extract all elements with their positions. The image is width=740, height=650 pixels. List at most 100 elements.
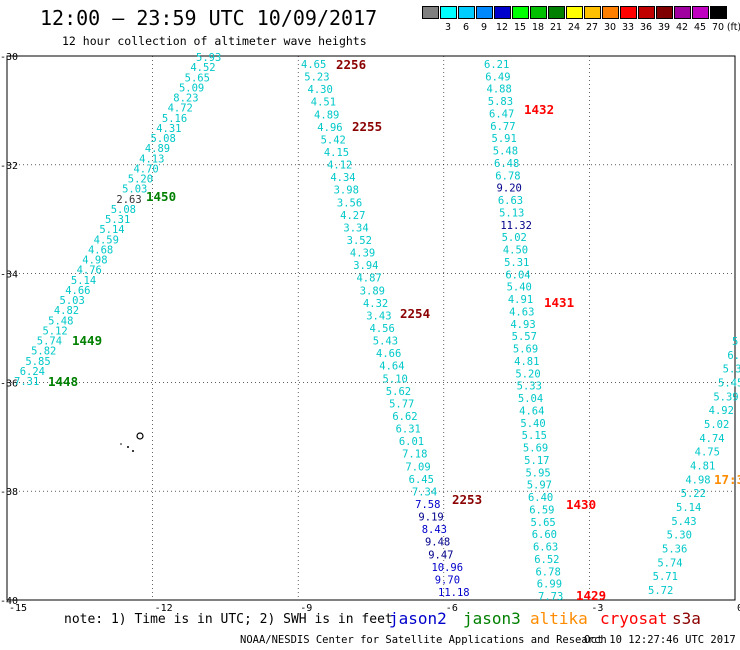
track4-value: 5.45 (718, 378, 740, 390)
island-marks (120, 432, 144, 452)
track2-value: 4.39 (350, 248, 375, 260)
track4-value: 5.22 (681, 488, 706, 500)
track2-value: 6.01 (399, 436, 424, 448)
lat-tick-label: -32 (0, 161, 18, 172)
track3-value: 6.77 (490, 121, 515, 133)
scale-swatch (710, 6, 727, 19)
credit-text: NOAA/NESDIS Center for Satellite Applica… (240, 634, 607, 646)
scale-swatch (458, 6, 475, 19)
track3-value: 5.48 (493, 146, 518, 158)
track2-value: 6.62 (392, 411, 417, 423)
track3-value: 5.97 (527, 480, 552, 492)
track2-value: 5.62 (386, 386, 411, 398)
track2-value: 4.87 (356, 273, 381, 285)
track3-value: 5.31 (504, 257, 529, 269)
track1-value: 4.72 (168, 103, 193, 115)
scale-swatch (548, 6, 565, 19)
track3-value: 5.95 (525, 467, 550, 479)
track2-value: 6.45 (409, 474, 434, 486)
scale-label: 15 (513, 22, 527, 33)
track2-value: 9.48 (425, 537, 450, 549)
track1-value: 6.24 (20, 366, 45, 378)
island-dot (127, 446, 129, 448)
track1-value: 4.82 (54, 305, 79, 317)
track1-value: 5.08 (151, 133, 176, 145)
lat-tick-label: -36 (0, 378, 18, 389)
satellite-name: cryosat (600, 609, 668, 628)
track4-value: 4.81 (690, 461, 715, 473)
scale-label: 39 (657, 22, 671, 33)
lon-tick-label: 0 (737, 603, 740, 614)
scale-swatch (530, 6, 547, 19)
track2-value: 3.56 (337, 197, 362, 209)
track1-value: 2.63 (116, 194, 141, 206)
track2-value: 4.66 (376, 348, 401, 360)
track1-value: 5.14 (99, 224, 124, 236)
pass-label: 1430 (566, 497, 596, 512)
scale-swatch (674, 6, 691, 19)
track1-value: 4.68 (88, 244, 113, 256)
lon-tick-label: -15 (9, 603, 27, 614)
track3-value: 6.59 (529, 504, 554, 516)
track3-value: 5.69 (523, 443, 548, 455)
track3-value: 5.17 (524, 455, 549, 467)
scale-label: 18 (531, 22, 545, 33)
track2-value: 9.70 (435, 574, 460, 586)
scale-swatch (638, 6, 655, 19)
track3-value: 4.91 (508, 294, 533, 306)
track3-value: 5.04 (518, 393, 543, 405)
track1-value: 7.31 (14, 376, 39, 388)
track4-value: 5.02 (704, 419, 729, 431)
track2-value: 4.27 (340, 210, 365, 222)
track4-value: 4.98 (685, 474, 710, 486)
scale-units: (ft) (726, 22, 740, 33)
track1-value: 5.03 (60, 295, 85, 307)
track4-value: 4.92 (709, 405, 734, 417)
track2-value: 4.65 (301, 59, 326, 71)
track1-value: 4.13 (139, 153, 164, 165)
track3-value: 5.69 (513, 344, 538, 356)
satellite-name: s3a (672, 609, 701, 628)
pass-label: 17:3 (714, 472, 740, 487)
scale-swatch (692, 6, 709, 19)
island-dot (132, 450, 134, 452)
scale-swatch (602, 6, 619, 19)
track3-value: 6.52 (534, 554, 559, 566)
track1-value: 5.31 (105, 214, 130, 226)
pass-label: 2255 (352, 119, 382, 134)
track2-value: 5.10 (383, 373, 408, 385)
track3-value: 6.48 (494, 158, 519, 170)
scale-label: 24 (567, 22, 581, 33)
track2-value: 4.30 (308, 84, 333, 96)
island-dot (120, 443, 122, 445)
track3-value: 6.63 (533, 542, 558, 554)
track1-value: 5.16 (162, 113, 187, 125)
track2-value: 11.18 (438, 587, 470, 599)
track2-value: 3.94 (353, 260, 378, 272)
pass-label: 2254 (400, 306, 430, 321)
page-title: 12:00 – 23:59 UTC 10/09/2017 (40, 6, 378, 30)
track3-value: 5.83 (488, 96, 513, 108)
pass-label: 1448 (48, 374, 78, 389)
track3-value: 5.65 (530, 517, 555, 529)
track3-value: 9.20 (497, 183, 522, 195)
track1-value: 4.59 (94, 234, 119, 246)
track2-value: 5.23 (304, 72, 329, 84)
track3-value: 4.50 (503, 245, 528, 257)
island-mark (136, 432, 144, 440)
track4-value: 5.30 (667, 530, 692, 542)
scale-label: 45 (693, 22, 707, 33)
track3-value: 4.63 (509, 306, 534, 318)
track4-value: 5.54 (732, 336, 740, 348)
map-grid (6, 55, 736, 601)
altimeter-tracks: 5.934.525.655.098.234.725.164.315.084.89… (14, 52, 740, 603)
pass-label: 1449 (72, 333, 102, 348)
track3-value: 5.20 (515, 368, 540, 380)
track3-value: 6.47 (489, 108, 514, 120)
pass-label: 1432 (524, 102, 554, 117)
track2-value: 7.58 (415, 499, 440, 511)
scale-swatch (422, 6, 439, 19)
track2-value: 4.56 (370, 323, 395, 335)
track1-value: 5.20 (128, 174, 153, 186)
